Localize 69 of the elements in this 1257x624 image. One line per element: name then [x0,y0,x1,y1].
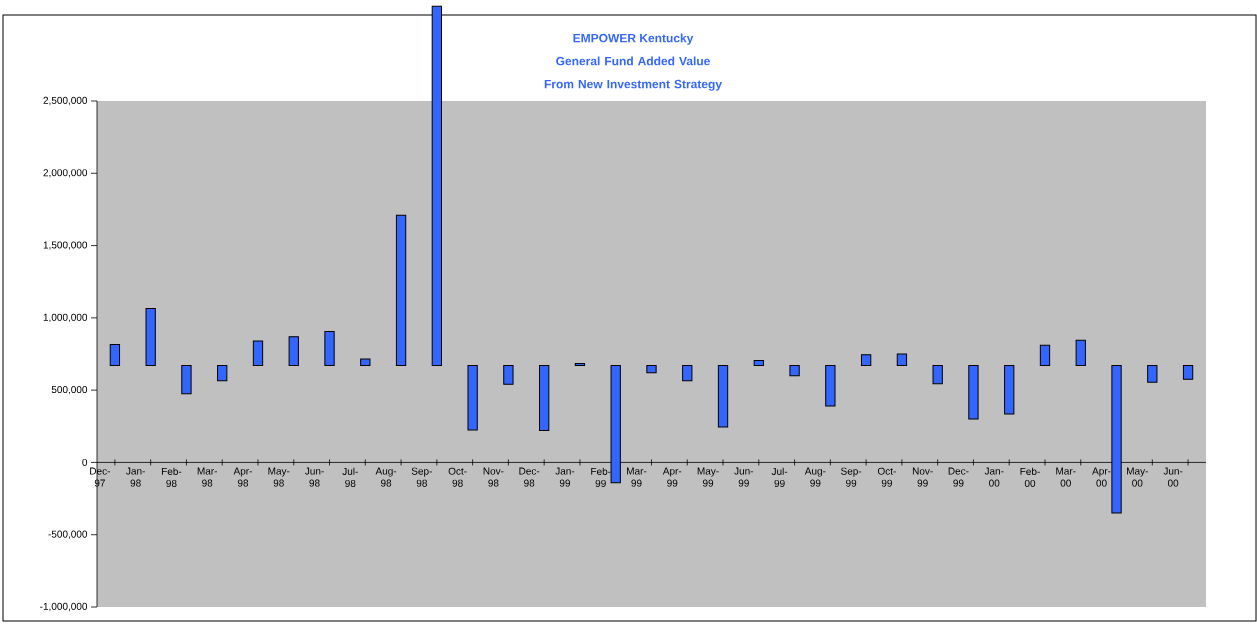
x-tick-label: Sep-98 [411,467,432,487]
bar [217,365,228,382]
x-tick-label: May-98 [268,467,290,487]
bar [288,336,299,367]
x-tick-label: Jan-99 [555,467,575,487]
bar [860,354,872,367]
x-tick-label: Feb-98 [161,467,182,487]
y-tick-label: 2,500,000 [43,96,88,106]
bar [789,365,800,377]
bar [1004,365,1015,415]
y-tick-label: 500,000 [51,386,88,395]
x-tick-label: May-00 [1127,467,1148,487]
bar [932,365,943,385]
x-tick-label: Mar-00 [1056,467,1076,487]
chart-title: EMPOWER Kentucky [573,33,694,45]
y-tick-label: -1,000,000 [40,602,88,612]
bar [109,344,121,367]
x-tick-label: Dec-98 [519,467,540,487]
x-tick-label: Dec-99 [948,467,969,487]
y-tick-label: 1,500,000 [43,241,88,250]
bar [753,360,764,367]
bar [1182,365,1194,380]
x-tick-label: Oct-98 [448,467,467,487]
x-tick-label: Mar-99 [627,467,647,487]
bar [717,365,729,428]
x-tick-label: Jul-98 [342,467,358,487]
bar [968,365,979,420]
text: General Fund Added Value From New Investment Strategy [544,56,722,91]
bar [467,365,478,431]
x-tick-label: Jun-99 [734,467,754,487]
bar [395,214,407,367]
bar [1039,344,1051,367]
bar [181,365,192,395]
x-tick-label: Nov-98 [483,467,504,487]
bar [324,331,335,367]
bar [896,353,908,367]
x-tick-label: Sep-99 [841,467,862,487]
x-tick-label: May-99 [697,467,719,487]
x-tick-label: Dec-97 [90,467,110,487]
x-tick-label: Apr-98 [233,467,252,487]
bar [825,365,836,407]
bar [145,307,156,367]
bar [646,365,657,374]
bar [1147,365,1158,383]
x-tick-label: Apr-00 [1092,467,1111,487]
y-tick-label: 1,000,000 [43,313,88,322]
x-tick-label: Jun-00 [1163,467,1183,487]
x-tick-label: Jan-00 [984,467,1004,487]
bar [574,362,586,367]
x-tick-label: Aug-98 [375,467,397,487]
x-tick-label: Aug-99 [804,467,826,487]
bar [682,365,693,382]
y-tick-label: 2,000,000 [43,169,88,178]
bar [539,365,550,432]
bar [1075,339,1086,367]
x-tick-label: Oct-99 [877,467,896,487]
bar [503,365,514,385]
x-tick-label: Nov-99 [912,467,933,487]
x-tick-label: Feb-99 [591,467,611,487]
x-tick-label: Mar-98 [197,467,218,487]
x-tick-label: Feb-00 [1020,467,1040,487]
x-tick-label: Jul-99 [771,467,788,487]
x-tick-label: Jan-98 [126,467,145,487]
x-tick-label: Apr-99 [662,467,682,487]
y-tick-label: -500,000 [48,530,88,539]
y-tick-label: 0 [82,458,88,466]
bar [360,358,371,367]
x-tick-label: Jun-98 [304,467,324,487]
bar [252,340,264,367]
